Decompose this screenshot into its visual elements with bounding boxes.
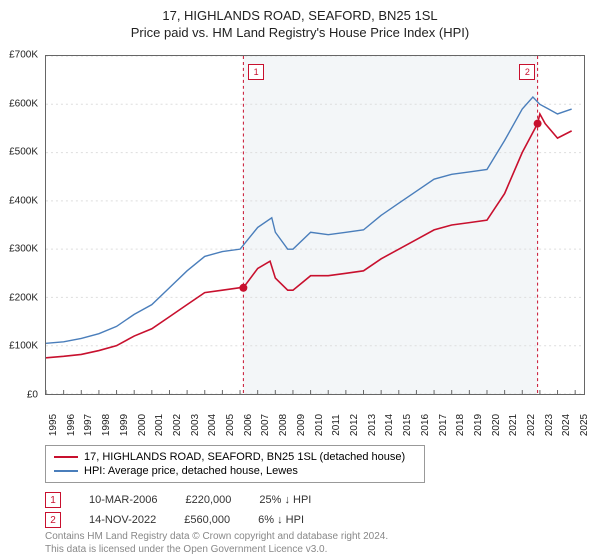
marker-badge-2: 2	[45, 512, 61, 528]
legend-item: HPI: Average price, detached house, Lewe…	[54, 464, 416, 478]
chart-container: 17, HIGHLANDS ROAD, SEAFORD, BN25 1SL Pr…	[0, 0, 600, 560]
x-tick-label: 2018	[455, 414, 466, 436]
title-block: 17, HIGHLANDS ROAD, SEAFORD, BN25 1SL Pr…	[0, 0, 600, 40]
y-tick-label: £400K	[9, 195, 38, 206]
sales-table: 1 10-MAR-2006 £220,000 25% ↓ HPI 2 14-NO…	[45, 490, 311, 530]
y-tick-label: £0	[27, 390, 38, 401]
x-tick-label: 2022	[526, 414, 537, 436]
x-tick-label: 2004	[207, 414, 218, 436]
x-tick-label: 2014	[384, 414, 395, 436]
x-tick-label: 2002	[172, 414, 183, 436]
marker-badge-1: 1	[45, 492, 61, 508]
sale-diff: 25% ↓ HPI	[259, 494, 311, 506]
legend: 17, HIGHLANDS ROAD, SEAFORD, BN25 1SL (d…	[45, 445, 425, 483]
plot-area: 12	[45, 55, 585, 395]
x-tick-label: 2005	[225, 414, 236, 436]
y-axis: £0£100K£200K£300K£400K£500K£600K£700K	[0, 55, 42, 395]
footer-line-1: Contains HM Land Registry data © Crown c…	[45, 531, 388, 544]
x-tick-label: 2016	[420, 414, 431, 436]
x-tick-label: 1999	[119, 414, 130, 436]
y-tick-label: £200K	[9, 292, 38, 303]
sale-date: 10-MAR-2006	[89, 494, 157, 506]
legend-label: 17, HIGHLANDS ROAD, SEAFORD, BN25 1SL (d…	[84, 451, 405, 463]
chart-marker-label: 2	[519, 64, 535, 80]
x-tick-label: 2001	[154, 414, 165, 436]
x-tick-label: 2011	[331, 414, 342, 436]
x-tick-label: 1997	[83, 414, 94, 436]
legend-swatch	[54, 470, 78, 472]
x-tick-label: 1998	[101, 414, 112, 436]
x-tick-label: 2000	[137, 414, 148, 436]
x-tick-label: 2007	[260, 414, 271, 436]
chart-subtitle: Price paid vs. HM Land Registry's House …	[0, 25, 600, 40]
x-tick-label: 2010	[314, 414, 325, 436]
table-row: 1 10-MAR-2006 £220,000 25% ↓ HPI	[45, 490, 311, 510]
x-axis: 1995 1996 1997 1998 1999 2000 2001 2002 2003 2004…	[45, 395, 585, 440]
sale-price: £560,000	[184, 514, 230, 526]
chart-marker-label: 1	[248, 64, 264, 80]
sale-diff: 6% ↓ HPI	[258, 514, 304, 526]
legend-item: 17, HIGHLANDS ROAD, SEAFORD, BN25 1SL (d…	[54, 450, 416, 464]
x-tick-label: 1995	[48, 414, 59, 436]
x-tick-label: 2021	[508, 414, 519, 436]
sale-date: 14-NOV-2022	[89, 514, 156, 526]
x-tick-label: 1996	[66, 414, 77, 436]
x-tick-label: 2023	[544, 414, 555, 436]
footer-line-2: This data is licensed under the Open Gov…	[45, 544, 388, 557]
chart-title: 17, HIGHLANDS ROAD, SEAFORD, BN25 1SL	[0, 8, 600, 23]
x-tick-label: 2019	[473, 414, 484, 436]
y-tick-label: £300K	[9, 244, 38, 255]
x-tick-label: 2015	[402, 414, 413, 436]
x-tick-label: 2003	[190, 414, 201, 436]
y-tick-label: £700K	[9, 50, 38, 61]
x-tick-label: 2012	[349, 414, 360, 436]
footer: Contains HM Land Registry data © Crown c…	[45, 531, 388, 556]
x-tick-label: 2006	[243, 414, 254, 436]
y-tick-label: £100K	[9, 341, 38, 352]
x-tick-label: 2024	[561, 414, 572, 436]
x-tick-label: 2009	[296, 414, 307, 436]
x-tick-label: 2008	[278, 414, 289, 436]
y-tick-label: £500K	[9, 147, 38, 158]
legend-swatch	[54, 456, 78, 458]
sale-price: £220,000	[185, 494, 231, 506]
y-tick-label: £600K	[9, 98, 38, 109]
x-tick-label: 2025	[579, 414, 590, 436]
x-tick-label: 2017	[438, 414, 449, 436]
x-tick-label: 2013	[367, 414, 378, 436]
x-tick-label: 2020	[491, 414, 502, 436]
table-row: 2 14-NOV-2022 £560,000 6% ↓ HPI	[45, 510, 311, 530]
plot-svg	[46, 56, 584, 394]
legend-label: HPI: Average price, detached house, Lewe…	[84, 465, 298, 477]
